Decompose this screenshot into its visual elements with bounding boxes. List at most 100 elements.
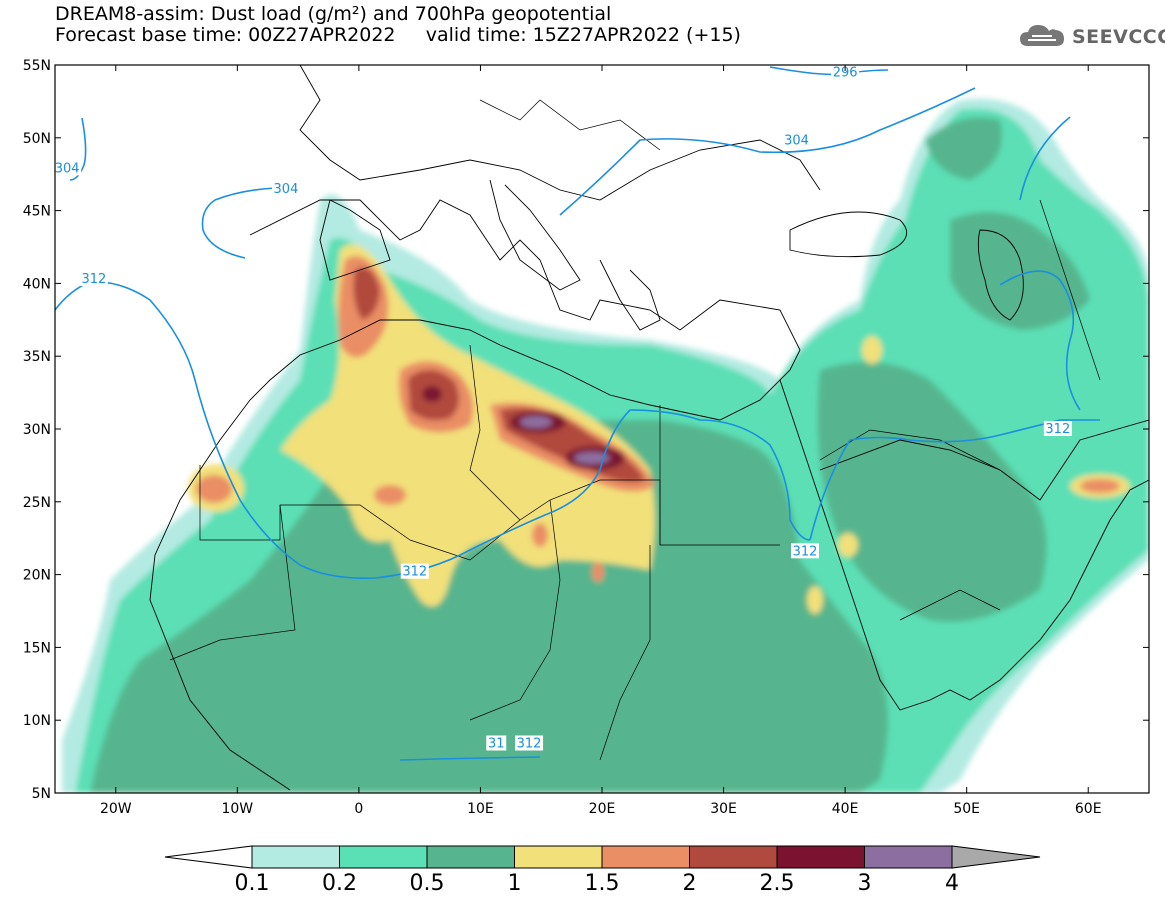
lat-tick-label: 55N [23, 58, 51, 74]
colorbar-box [339, 845, 428, 869]
border-sudan [599, 545, 651, 761]
contour-304-iberia [201, 187, 276, 259]
contour-label: 31 [488, 736, 505, 751]
coastline-arabia [779, 379, 1149, 711]
colorbar-box [776, 845, 865, 869]
dust-level-1-redsea [807, 586, 823, 614]
border-west-sahara [199, 465, 411, 541]
title-line-2-left: Forecast base time: 00Z27APR2022 [55, 24, 396, 46]
lat-tick-label: 35N [23, 349, 51, 365]
contour-label: 304 [784, 134, 809, 149]
borders [169, 99, 1101, 761]
colorbar-label: 0.1 [235, 871, 270, 896]
dust-level-3-libya-b [574, 452, 610, 464]
colorbar-arrow-left [164, 845, 253, 869]
dust-level-2.5-algeria [422, 386, 442, 402]
contour-label: 312 [793, 544, 818, 559]
contour-labels: 296 304 304 304 312 312 312 312 312 31 [55, 65, 1072, 751]
colorbar-box [251, 845, 340, 869]
coastline-iberia [319, 199, 391, 281]
lon-tick-label: 10W [221, 801, 253, 817]
contour-label-bg [55, 160, 82, 176]
colorbar: 0.1 0.2 0.5 1 1.5 2 2.5 3 4 [164, 845, 1041, 896]
lat-tick-label: 40N [23, 276, 51, 292]
dust-level-1-iraq [862, 336, 882, 364]
lat-tick-label: 20N [23, 568, 51, 584]
latitude-ticks: 55N 50N 45N 40N 35N 30N 25N 20N 15N 10N 5N [23, 58, 1149, 802]
colorbar-box [601, 845, 690, 869]
coastline-gulf [819, 419, 1149, 501]
dust-level-2-iberia [353, 267, 380, 320]
longitude-ticks: 20W 10W 0 10E 20E 30E 40E 50E 60E [100, 65, 1102, 817]
contour-304-east [559, 87, 976, 216]
contour-label-bg [486, 735, 507, 751]
colorbar-label: 0.2 [322, 871, 357, 896]
lat-tick-label: 30N [23, 422, 51, 438]
contour-label: 312 [81, 272, 106, 287]
seevccc-logo: SEEVCCC [1018, 22, 1165, 52]
coastline-italy [489, 179, 581, 291]
lon-tick-label: 0 [354, 801, 363, 817]
contour-label-bg [782, 132, 811, 148]
contour-label-bg [1043, 421, 1072, 436]
dust-level-1.5-west [196, 475, 232, 503]
lat-tick-label: 50N [23, 131, 51, 147]
coastline-europe [299, 65, 821, 201]
border-chad [469, 499, 561, 721]
colorbar-arrow-right [951, 845, 1041, 869]
border-central-europe [479, 99, 661, 151]
border-yemen [899, 589, 1001, 621]
dust-level-3-libya-a [520, 416, 552, 428]
border-iran [1039, 199, 1101, 381]
colorbar-label: 0.5 [410, 871, 445, 896]
coastline-north-africa [149, 199, 801, 791]
lon-tick-label: 50E [953, 801, 980, 817]
contour-label-bg [400, 563, 429, 579]
coastline-caspian [977, 229, 1024, 321]
logo-text: SEEVCCC [1072, 26, 1165, 48]
border-algeria-libya [469, 344, 521, 521]
title-line-1: DREAM8-assim: Dust load (g/m²) and 700hP… [55, 3, 612, 25]
lat-tick-label: 25N [23, 495, 51, 511]
dust-level-1.5-gulf [1080, 479, 1120, 493]
contour-312-ne [1019, 116, 1071, 201]
cloud-icon [1020, 25, 1064, 46]
contour-label: 296 [833, 65, 858, 80]
colorbar-box [426, 845, 515, 869]
contour-label-bg [271, 180, 300, 196]
colorbar-box [864, 845, 953, 869]
border-saudi [819, 429, 1001, 471]
dust-level-0.5-north [925, 117, 1002, 180]
colorbar-label: 2 [683, 871, 697, 896]
dust-level-1.5-sudan [592, 562, 604, 582]
lon-tick-label: 20W [100, 801, 132, 817]
geopotential-contours [55, 66, 1100, 761]
lat-tick-label: 15N [23, 640, 51, 656]
contour-label: 312 [1045, 422, 1070, 437]
lat-tick-label: 45N [23, 204, 51, 220]
dust-level-1.5-south [374, 485, 406, 505]
contour-label: 312 [517, 736, 542, 751]
contour-312-east [809, 419, 1100, 541]
colorbar-label: 1 [508, 871, 522, 896]
contour-label: 304 [55, 161, 80, 176]
contour-label: 304 [274, 182, 299, 197]
lat-tick-label: 10N [23, 713, 51, 729]
dust-level-1.5-chad [532, 523, 548, 547]
border-mali [169, 504, 296, 661]
colorbar-label: 3 [858, 871, 872, 896]
contour-312-south [399, 756, 541, 761]
contour-312-main [55, 281, 811, 580]
contour-label-bg [831, 65, 860, 80]
contour-label: 312 [402, 565, 427, 580]
contour-304-west [69, 117, 87, 181]
dust-field: 296 304 304 304 312 312 312 312 312 31 [55, 65, 1149, 793]
lon-tick-label: 60E [1075, 801, 1102, 817]
colorbar-label: 4 [945, 871, 959, 896]
lon-tick-label: 20E [589, 801, 616, 817]
coastlines [149, 65, 1149, 791]
lon-tick-label: 40E [832, 801, 859, 817]
contour-label-bg [79, 271, 108, 287]
dust-level-0.5-arabia [817, 362, 1047, 622]
